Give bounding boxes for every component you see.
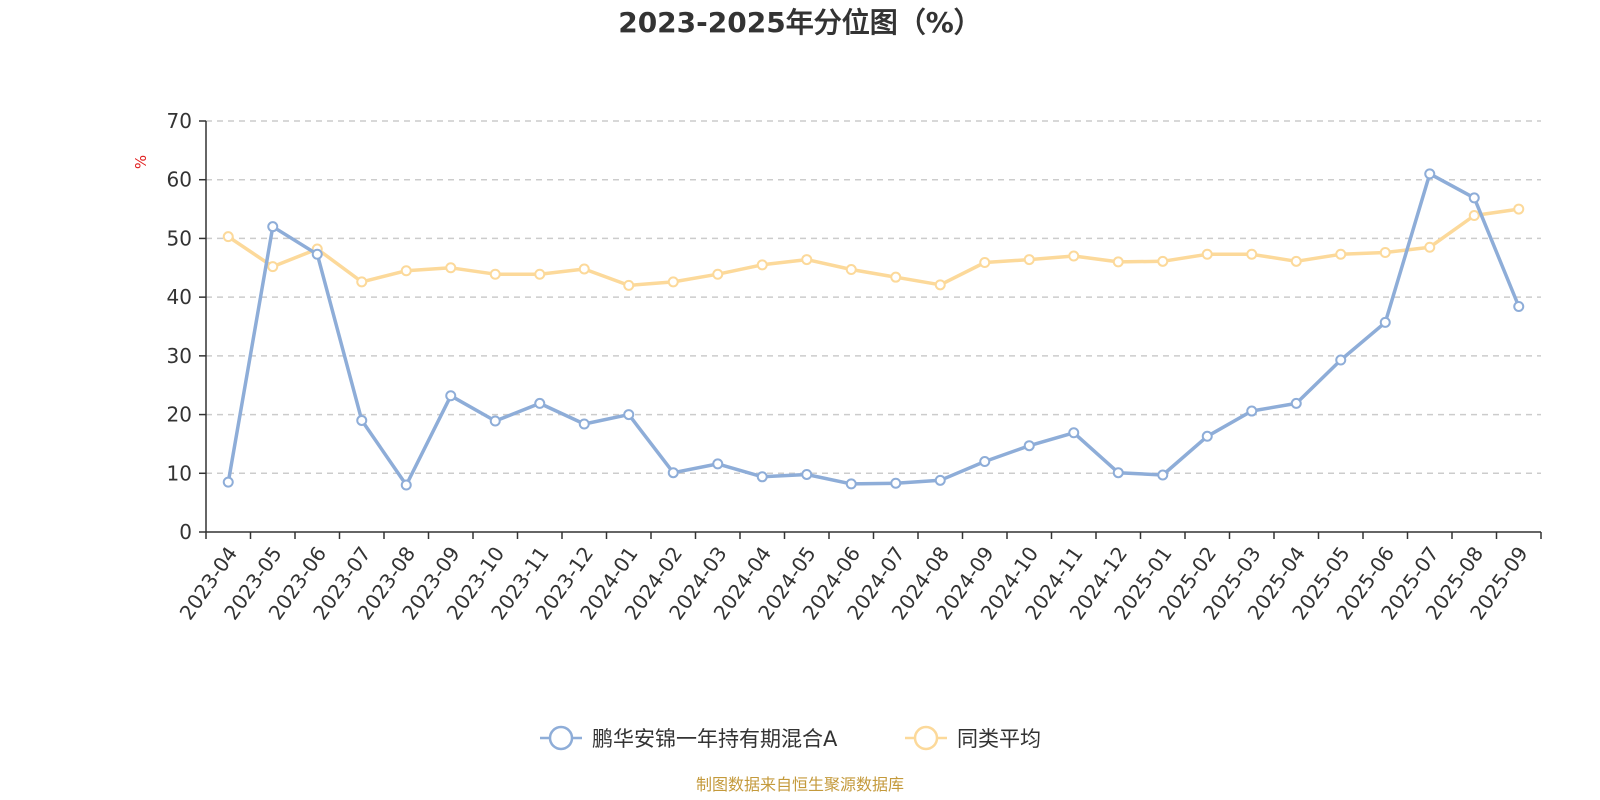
data-point[interactable]: [400, 479, 412, 491]
data-point[interactable]: [1424, 168, 1436, 180]
y-tick-label: 20: [167, 403, 192, 427]
data-point[interactable]: [356, 276, 368, 288]
series-line: [227, 207, 1520, 288]
data-point[interactable]: [1246, 405, 1258, 417]
data-point[interactable]: [578, 418, 590, 430]
data-point[interactable]: [623, 409, 635, 421]
data-point[interactable]: [667, 467, 679, 479]
series-layer: [222, 168, 1525, 491]
data-point[interactable]: [979, 456, 991, 468]
data-point[interactable]: [1513, 301, 1525, 313]
y-tick-label: 40: [167, 285, 192, 309]
y-tick-label: 70: [167, 109, 192, 133]
legend-item[interactable]: 鹏华安锦一年持有期混合A: [540, 725, 838, 751]
legend-item[interactable]: 同类平均: [905, 725, 1041, 751]
y-axis-unit-label: %: [132, 155, 150, 169]
data-point[interactable]: [534, 397, 546, 409]
data-point[interactable]: [934, 474, 946, 486]
data-point[interactable]: [311, 248, 323, 260]
y-tick-label: 10: [167, 461, 192, 485]
legend-label: 鹏华安锦一年持有期混合A: [592, 727, 838, 751]
data-point[interactable]: [1112, 256, 1124, 268]
grid-lines: [206, 120, 1541, 475]
data-point[interactable]: [756, 471, 768, 483]
legend-label: 同类平均: [957, 727, 1041, 751]
data-point[interactable]: [1290, 397, 1302, 409]
data-point[interactable]: [801, 254, 813, 266]
y-tick-label: 60: [167, 168, 192, 192]
data-point[interactable]: [890, 477, 902, 489]
data-point[interactable]: [1201, 248, 1213, 260]
data-point[interactable]: [445, 262, 457, 274]
data-point[interactable]: [1068, 250, 1080, 262]
data-point[interactable]: [890, 271, 902, 283]
data-point[interactable]: [623, 279, 635, 291]
data-point[interactable]: [356, 414, 368, 426]
data-point[interactable]: [801, 468, 813, 480]
data-point[interactable]: [1513, 203, 1525, 215]
legend-marker: [548, 725, 574, 751]
y-tick-label: 30: [167, 344, 192, 368]
legend-marker: [913, 725, 939, 751]
data-point[interactable]: [267, 221, 279, 233]
data-point[interactable]: [1468, 210, 1480, 222]
data-point[interactable]: [489, 268, 501, 280]
legend[interactable]: 鹏华安锦一年持有期混合A 同类平均: [540, 725, 1041, 751]
data-point[interactable]: [712, 268, 724, 280]
data-point[interactable]: [1112, 467, 1124, 479]
y-tick-label: 0: [179, 520, 192, 544]
data-point[interactable]: [756, 259, 768, 271]
data-point[interactable]: [1424, 241, 1436, 253]
data-source-note: 制图数据来自恒生聚源数据库: [696, 775, 904, 794]
series-line: [226, 172, 1521, 487]
series-group: [222, 168, 1525, 491]
data-point[interactable]: [1379, 316, 1391, 328]
data-point[interactable]: [1290, 255, 1302, 267]
data-point[interactable]: [1335, 248, 1347, 260]
data-point[interactable]: [267, 261, 279, 273]
data-point[interactable]: [489, 415, 501, 427]
data-point[interactable]: [1379, 247, 1391, 259]
data-point[interactable]: [1023, 254, 1035, 266]
data-point[interactable]: [534, 268, 546, 280]
data-point[interactable]: [578, 263, 590, 275]
data-point[interactable]: [934, 279, 946, 291]
y-tick-label: 50: [167, 226, 192, 250]
data-point[interactable]: [1246, 248, 1258, 260]
data-point[interactable]: [222, 231, 234, 243]
data-point[interactable]: [667, 276, 679, 288]
data-point[interactable]: [1468, 192, 1480, 204]
data-point[interactable]: [845, 264, 857, 276]
data-point[interactable]: [1335, 354, 1347, 366]
series-group: [222, 203, 1525, 291]
data-point[interactable]: [1068, 427, 1080, 439]
data-point[interactable]: [1201, 430, 1213, 442]
data-point[interactable]: [400, 265, 412, 277]
data-point[interactable]: [1157, 469, 1169, 481]
data-point[interactable]: [1157, 255, 1169, 267]
data-point[interactable]: [979, 257, 991, 269]
data-point[interactable]: [222, 476, 234, 488]
data-point[interactable]: [1023, 440, 1035, 452]
data-point[interactable]: [712, 458, 724, 470]
chart-title: 2023-2025年分位图（%）: [618, 6, 982, 39]
data-point[interactable]: [845, 478, 857, 490]
data-point[interactable]: [445, 390, 457, 402]
